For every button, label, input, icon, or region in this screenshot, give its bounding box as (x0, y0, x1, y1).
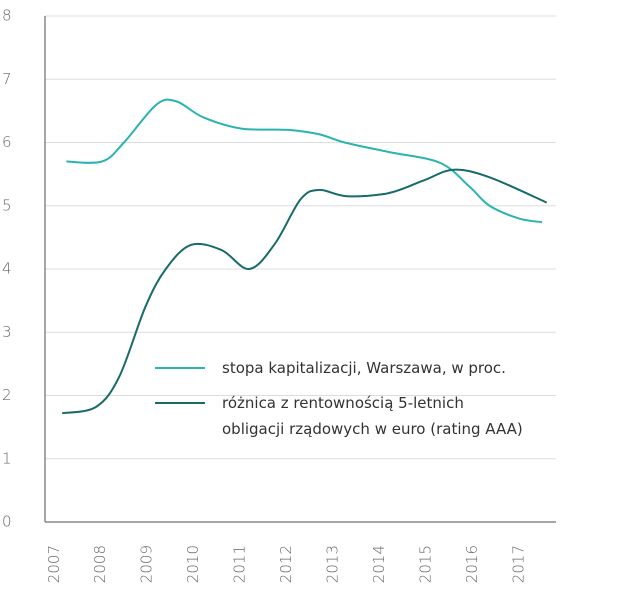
data-line (66, 98, 543, 224)
x-tick-label: 2007 (45, 545, 63, 583)
y-tick-label: 8 (2, 7, 12, 25)
y-tick-label: 3 (2, 323, 12, 341)
x-tick-label: 2012 (277, 545, 295, 583)
x-tick-label: 2015 (416, 545, 434, 583)
legend-label: różnica z rentownością 5-letnich obligac… (222, 394, 523, 438)
x-tick-label: 2013 (324, 545, 342, 583)
x-tick-label: 2016 (463, 545, 481, 583)
x-tick-label: 2008 (91, 545, 109, 583)
x-tick-label: 2009 (138, 545, 156, 583)
y-tick-label: 2 (2, 386, 12, 404)
x-tick-label: 2017 (509, 545, 527, 583)
legend-label: stopa kapitalizacji, Warszawa, w proc. (222, 359, 506, 377)
y-tick-label: 6 (2, 133, 12, 151)
y-tick-label: 0 (2, 513, 12, 531)
x-tick-label: 2011 (231, 545, 249, 583)
y-tick-label: 4 (2, 260, 12, 278)
y-tick-label: 5 (2, 196, 12, 214)
x-tick-label: 2010 (184, 545, 202, 583)
y-tick-label: 1 (2, 449, 12, 467)
y-tick-label: 7 (2, 70, 12, 88)
x-tick-label: 2014 (370, 545, 388, 583)
data-line (62, 168, 548, 415)
